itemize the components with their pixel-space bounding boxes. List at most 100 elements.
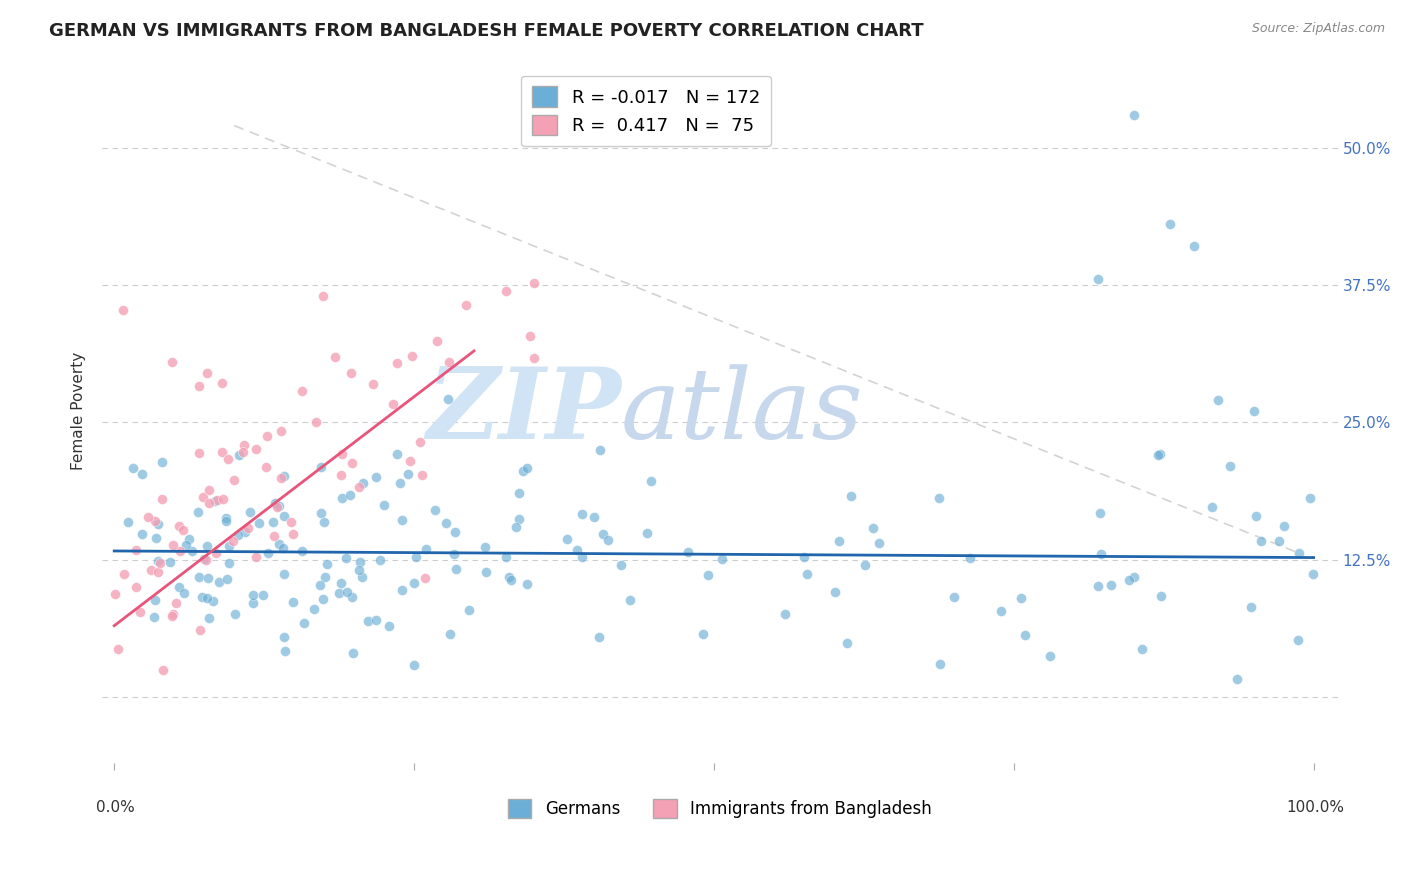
Point (291, 543, 314, 558)
Point (391, 583, 413, 598)
Point (162, 538, 184, 552)
Point (444, 562, 467, 576)
Point (188, 623, 211, 637)
Point (271, 541, 294, 555)
Point (411, 468, 433, 483)
Point (402, 657, 425, 672)
Point (256, 546, 278, 560)
Point (959, 551, 981, 566)
Point (197, 483, 219, 497)
Point (853, 558, 876, 573)
Point (233, 438, 256, 452)
Point (312, 592, 335, 607)
Point (143, 610, 166, 624)
Point (198, 496, 221, 510)
Text: 0.0%: 0.0% (96, 800, 135, 815)
Point (1090, 506, 1112, 520)
Point (211, 376, 233, 390)
Point (1150, 589, 1173, 603)
Point (697, 567, 720, 582)
Point (165, 596, 187, 610)
Point (501, 573, 523, 587)
Point (208, 574, 231, 589)
Point (143, 514, 166, 528)
Point (131, 526, 153, 541)
Point (619, 593, 641, 607)
Point (423, 503, 446, 517)
Point (1243, 404, 1265, 418)
Point (270, 471, 292, 485)
Point (692, 626, 714, 640)
Point (143, 593, 166, 607)
Point (388, 476, 411, 491)
Point (1122, 569, 1144, 583)
Point (174, 539, 197, 553)
Point (398, 454, 420, 468)
Point (352, 475, 374, 490)
Point (565, 542, 588, 557)
Point (592, 527, 614, 541)
Point (172, 523, 194, 537)
Text: ZIP: ZIP (426, 363, 621, 459)
Point (270, 424, 292, 438)
Point (291, 384, 314, 398)
Point (773, 607, 796, 621)
Point (1206, 393, 1229, 408)
Point (640, 475, 662, 489)
Point (195, 591, 218, 605)
Point (169, 544, 191, 558)
Point (107, 641, 129, 656)
Point (1226, 673, 1249, 687)
Point (1149, 447, 1171, 461)
Point (1219, 459, 1241, 474)
Point (242, 588, 264, 602)
Point (505, 520, 527, 534)
Point (868, 535, 890, 549)
Point (131, 467, 153, 481)
Point (149, 556, 172, 570)
Point (122, 460, 145, 475)
Point (245, 549, 267, 564)
Point (339, 488, 361, 502)
Point (364, 613, 387, 627)
Point (104, 587, 127, 601)
Point (342, 456, 364, 470)
Point (188, 445, 211, 459)
Point (352, 570, 374, 584)
Point (598, 533, 620, 547)
Text: GERMAN VS IMMIGRANTS FROM BANGLADESH FEMALE POVERTY CORRELATION CHART: GERMAN VS IMMIGRANTS FROM BANGLADESH FEM… (49, 22, 924, 40)
Point (356, 614, 378, 628)
Point (409, 435, 432, 450)
Point (990, 604, 1012, 618)
Point (378, 619, 401, 633)
Point (349, 563, 371, 577)
Point (215, 510, 238, 524)
Point (1299, 491, 1322, 505)
Text: atlas: atlas (621, 364, 863, 459)
Point (330, 447, 353, 461)
Point (495, 550, 517, 565)
Point (152, 663, 174, 677)
Point (571, 507, 593, 521)
Point (247, 516, 270, 530)
Point (824, 584, 846, 599)
Point (266, 500, 288, 515)
Point (495, 285, 517, 299)
Point (474, 540, 496, 554)
Point (329, 576, 352, 591)
Point (141, 563, 163, 577)
Point (273, 567, 295, 582)
Point (215, 572, 238, 586)
Point (273, 630, 295, 644)
Point (385, 447, 408, 461)
Point (1182, 239, 1205, 253)
Point (381, 396, 404, 410)
Point (323, 350, 346, 364)
Point (117, 515, 139, 529)
Point (311, 506, 333, 520)
Point (1302, 566, 1324, 581)
Point (839, 490, 862, 504)
Point (125, 543, 148, 558)
Point (364, 470, 387, 484)
Point (273, 468, 295, 483)
